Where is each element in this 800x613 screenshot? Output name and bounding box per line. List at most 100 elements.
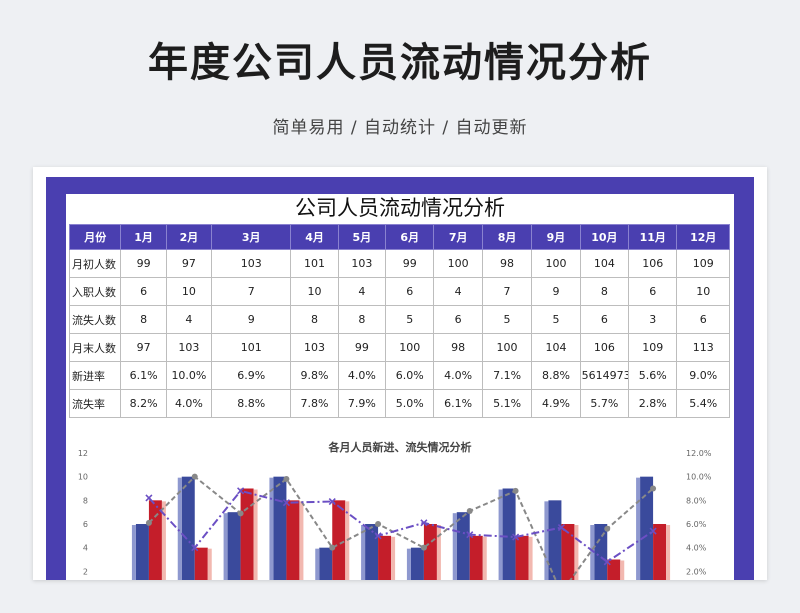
- series-line: [148, 475, 654, 580]
- table-cell: 7.8%: [290, 389, 339, 418]
- bar: [456, 512, 470, 580]
- y-tick-label: 8: [83, 496, 88, 505]
- table-row: 流失人数 8 4 9 8 8 5 6 5 5 6 3 6: [68, 305, 730, 334]
- bar-shade: [636, 477, 641, 580]
- table-cell: 6: [385, 277, 435, 306]
- bar: [502, 488, 516, 580]
- table-cell: 109: [628, 333, 678, 362]
- bar: [319, 547, 333, 580]
- line-marker: [237, 487, 245, 495]
- bar: [469, 535, 483, 580]
- table-cell: 104: [579, 249, 630, 278]
- line-point: [237, 510, 244, 517]
- bar: [515, 535, 529, 580]
- y2-tick-label: 12.0%: [686, 449, 712, 458]
- table-cell: 8: [290, 305, 339, 334]
- table-cell: 6: [676, 305, 730, 334]
- line-marker: [512, 533, 520, 541]
- table-cell: 7: [211, 277, 292, 306]
- bar: [194, 547, 208, 580]
- bar-shade: [223, 513, 228, 580]
- table-cell: 6: [433, 305, 483, 334]
- table-cell: 103: [337, 249, 387, 278]
- table-cell: 8: [120, 305, 167, 334]
- line-marker: [649, 527, 657, 535]
- table-cell: 7: [481, 277, 533, 306]
- table-cell: 6: [628, 277, 678, 306]
- table-cell: 56149732: [579, 361, 630, 390]
- chart: 各月人员新进、流失情况分析 0246810120.0%2.0%4.0%6.0%8…: [66, 434, 734, 580]
- column-header: 1月: [120, 224, 167, 250]
- table-cell: 7.9%: [337, 389, 387, 418]
- bar: [640, 476, 654, 580]
- bar: [594, 524, 608, 580]
- bar-shade: [361, 525, 366, 580]
- table-cell: 100: [385, 333, 435, 362]
- table-cell: 4.0%: [337, 361, 387, 390]
- line-marker: [374, 532, 382, 540]
- table-cell: 113: [676, 333, 730, 362]
- table-cell: 8: [579, 277, 630, 306]
- table-cell: 10.0%: [165, 361, 213, 390]
- table-cell: 6: [579, 305, 630, 334]
- table-cell: 5: [385, 305, 435, 334]
- spreadsheet: 公司人员流动情况分析 月份 1月 2月 3月 4月 5: [66, 194, 734, 580]
- bar: [410, 547, 424, 580]
- table-cell: 106: [628, 249, 678, 278]
- chart-title: 各月人员新进、流失情况分析: [328, 441, 472, 454]
- line-marker: [328, 497, 336, 506]
- table-cell: 101: [211, 333, 292, 362]
- y-tick-label: 4: [83, 544, 88, 553]
- y-tick-label: 2: [83, 567, 88, 576]
- table-cell: 10: [165, 277, 213, 306]
- bar: [240, 488, 254, 580]
- table-cell: 9.8%: [290, 361, 339, 390]
- bar-shade: [590, 525, 595, 580]
- chart-svg: 0246810120.0%2.0%4.0%6.0%8.0%10.0%12.0%: [78, 449, 712, 580]
- table-cell: 4.9%: [531, 389, 581, 418]
- table-cell: 9: [531, 277, 581, 306]
- column-header: 5月: [337, 224, 387, 250]
- y2-tick-label: 8.0%: [686, 496, 707, 505]
- table-cell: 109: [676, 249, 730, 278]
- bar: [365, 524, 379, 580]
- table-header-row: 月份 1月 2月 3月 4月 5月 6月 7月 8月 9月 10月 11月 12…: [68, 224, 730, 250]
- y2-tick-label: 6.0%: [686, 520, 707, 529]
- bar: [423, 524, 437, 580]
- bar: [227, 512, 241, 580]
- bar-shade: [666, 525, 671, 580]
- table-cell: 4: [165, 305, 213, 334]
- table-cell: 5.0%: [385, 389, 435, 418]
- table-cell: 6.1%: [433, 389, 483, 418]
- row-label: 月末人数: [68, 333, 122, 362]
- table-cell: 9.0%: [676, 361, 730, 390]
- table-cell: 97: [165, 249, 213, 278]
- line-point: [512, 487, 519, 494]
- bar-shade: [253, 489, 258, 580]
- bar: [561, 524, 575, 580]
- y2-tick-label: 4.0%: [686, 544, 707, 553]
- sheet-title: 公司人员流动情况分析: [295, 196, 505, 220]
- bar-shade: [528, 536, 533, 580]
- line-point: [375, 521, 382, 527]
- page-subtitle: 简单易用 / 自动统计 / 自动更新: [272, 118, 528, 138]
- bar-shade: [315, 548, 320, 580]
- sheet-frame: 公司人员流动情况分析 月份 1月 2月 3月 4月 5: [46, 177, 754, 580]
- line-point: [604, 525, 611, 532]
- table-cell: 8: [337, 305, 387, 334]
- y-tick-label: 6: [83, 520, 88, 529]
- table-row: 流失率 8.2% 4.0% 8.8% 7.8% 7.9% 5.0% 6.1% 5.1% 4.9% 5…: [68, 389, 730, 418]
- bar: [607, 559, 621, 580]
- table-cell: 99: [385, 249, 435, 278]
- column-header: 8月: [481, 224, 533, 250]
- bar-shade: [299, 501, 304, 580]
- line-point: [191, 473, 198, 480]
- line-marker: [191, 544, 199, 552]
- table-cell: 8.8%: [531, 361, 581, 390]
- column-header: 6月: [385, 224, 435, 250]
- bar: [332, 500, 346, 580]
- table-cell: 5.6%: [628, 361, 678, 390]
- y2-tick-label: 10.0%: [686, 473, 712, 482]
- table-row: 入职人数 6 10 7 10 4 6 4 7 9 8 6 10: [68, 277, 730, 306]
- table-cell: 97: [120, 333, 167, 362]
